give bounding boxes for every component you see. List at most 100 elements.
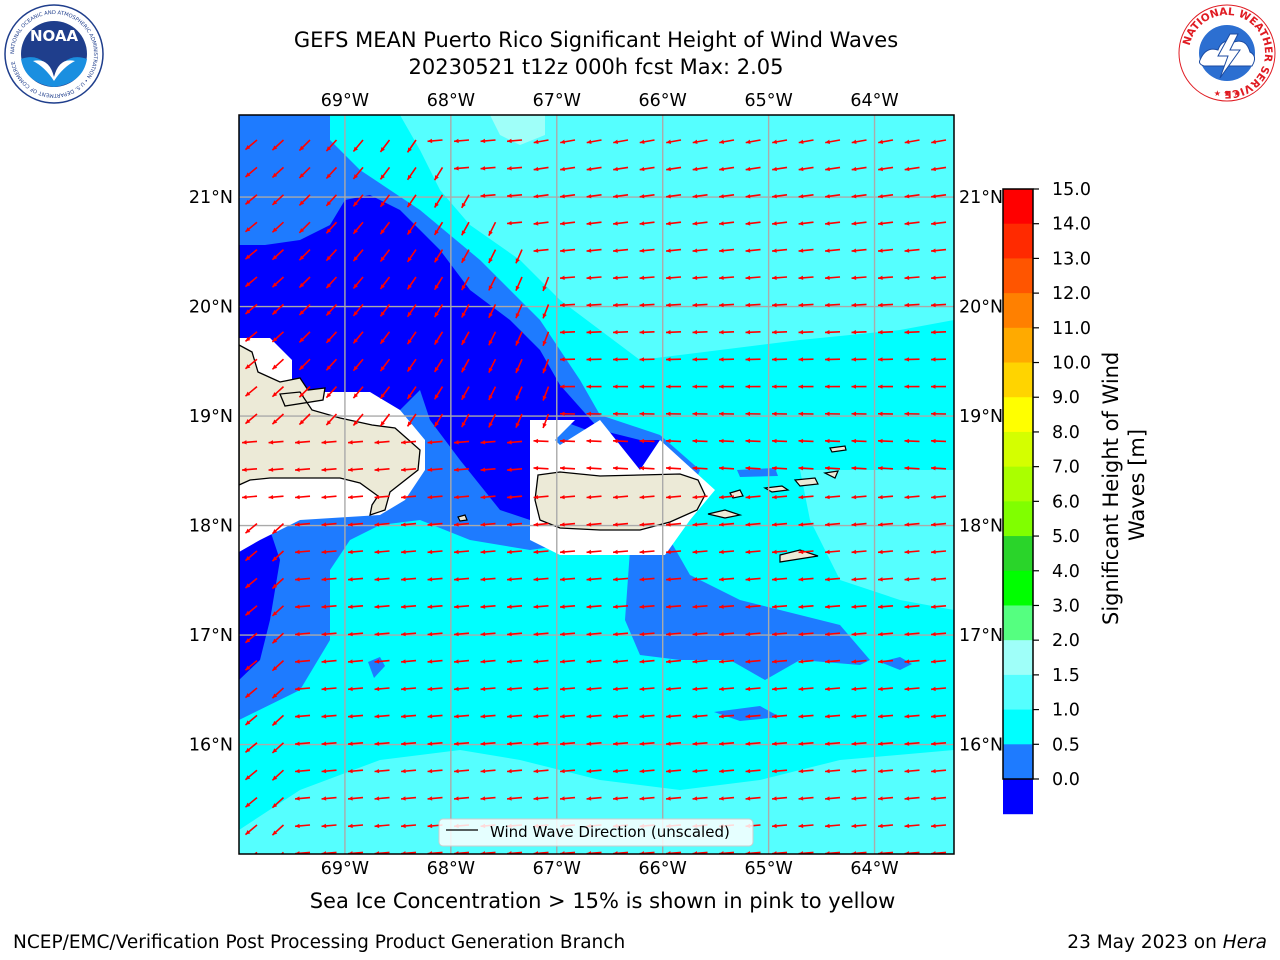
wave-direction-arrow — [692, 221, 708, 226]
wave-direction-arrow — [904, 139, 920, 144]
wave-direction-arrow — [488, 413, 497, 428]
wave-direction-arrow — [771, 577, 788, 582]
wave-direction-arrow — [379, 358, 391, 372]
wave-direction-arrow — [666, 139, 682, 144]
wave-direction-arrow — [612, 494, 629, 500]
colorbar-swatch — [1003, 397, 1033, 433]
wave-direction-arrow — [931, 194, 947, 199]
wave-direction-arrow — [400, 659, 417, 664]
wave-direction-arrow — [325, 221, 338, 234]
lon-tick-label-bottom: 64°W — [850, 859, 898, 879]
wave-direction-arrow — [241, 467, 258, 472]
wave-direction-arrow — [294, 686, 311, 692]
wave-direction-arrow — [798, 604, 814, 609]
wave-direction-arrow — [244, 769, 258, 781]
colorbar-swatch — [1003, 466, 1033, 502]
map-legend: Wind Wave Direction (unscaled) — [438, 818, 754, 847]
wave-direction-arrow — [851, 522, 867, 527]
legend-label: Wind Wave Direction (unscaled) — [490, 823, 730, 841]
colorbar-tick-label: 6.0 — [1052, 492, 1080, 512]
wave-direction-arrow — [692, 139, 708, 144]
wave-direction-arrow — [745, 741, 761, 746]
wave-direction-arrow — [878, 166, 894, 172]
wave-direction-arrow — [325, 139, 338, 152]
wave-direction-arrow — [771, 275, 788, 280]
wave-direction-arrow — [692, 466, 708, 471]
colorbar-label-line2: Waves [m] — [1125, 429, 1149, 541]
wave-direction-arrow — [612, 631, 629, 637]
wave-direction-arrow — [480, 686, 496, 692]
wave-direction-arrow — [904, 411, 920, 416]
wave-direction-arrow — [294, 467, 311, 472]
wave-direction-arrow — [904, 384, 920, 389]
wave-direction-arrow — [559, 384, 576, 389]
wave-direction-arrow — [374, 577, 390, 582]
wave-direction-arrow — [533, 577, 549, 582]
wave-direction-arrow — [294, 659, 311, 664]
lon-tick-label-top: 65°W — [744, 91, 792, 111]
wave-direction-arrow — [692, 549, 708, 555]
wave-direction-arrow — [639, 357, 655, 362]
wave-direction-arrow — [718, 466, 735, 471]
colorbar-swatch — [1003, 605, 1033, 641]
wave-direction-arrow — [930, 796, 947, 801]
wave-direction-arrow — [374, 467, 390, 472]
wave-direction-arrow — [771, 466, 788, 471]
wave-direction-arrow — [718, 302, 735, 308]
wave-direction-arrow — [930, 248, 947, 253]
wave-direction-arrow — [930, 522, 947, 527]
wave-direction-arrow — [461, 221, 470, 236]
wave-direction-arrow — [824, 384, 841, 389]
wave-direction-arrow — [244, 687, 258, 699]
wave-direction-arrow — [379, 249, 391, 263]
wave-direction-arrow — [298, 303, 311, 316]
colorbar-tick-label: 9.0 — [1052, 388, 1080, 408]
wave-direction-arrow — [904, 330, 920, 335]
colorbar-tick-label: 1.5 — [1052, 666, 1080, 686]
wave-direction-arrow — [294, 522, 311, 527]
wave-direction-arrow — [271, 769, 285, 781]
wave-direction-arrow — [745, 275, 761, 280]
wave-direction-arrow — [374, 768, 390, 774]
wave-direction-arrow — [798, 686, 814, 692]
wave-direction-arrow — [347, 494, 364, 500]
wave-direction-arrow — [718, 494, 735, 500]
wave-direction-arrow — [613, 166, 629, 172]
wave-direction-arrow — [877, 659, 894, 664]
wave-direction-arrow — [271, 331, 285, 343]
wave-direction-arrow — [379, 221, 391, 235]
wave-direction-arrow — [533, 604, 549, 609]
wave-direction-arrow — [321, 494, 337, 500]
wave-direction-arrow — [453, 741, 470, 746]
wave-direction-arrow — [374, 604, 390, 609]
wave-direction-arrow — [587, 879, 602, 883]
wave-direction-arrow — [851, 275, 867, 280]
wave-direction-arrow — [433, 303, 444, 318]
wave-direction-arrow — [559, 330, 576, 335]
wave-direction-arrow — [506, 467, 523, 472]
wave-direction-arrow — [877, 577, 894, 582]
wave-direction-arrow — [877, 604, 894, 609]
wave-direction-arrow — [294, 549, 311, 555]
wave-direction-arrow — [271, 358, 285, 370]
wave-direction-arrow — [665, 686, 682, 692]
lat-tick-label-right: 21°N — [959, 188, 1003, 208]
wave-direction-arrow — [533, 549, 549, 555]
wave-direction-arrow — [851, 604, 867, 609]
wave-direction-arrow — [374, 823, 390, 829]
wave-direction-arrow — [771, 302, 788, 308]
wave-direction-arrow — [427, 686, 443, 692]
wave-direction-arrow — [298, 249, 311, 261]
noaa-wordmark: NOAA — [30, 27, 79, 45]
wave-direction-arrow — [271, 824, 285, 836]
wave-direction-arrow — [352, 358, 364, 372]
wave-direction-arrow — [453, 166, 470, 171]
wave-direction-arrow — [665, 549, 682, 555]
wave-direction-arrow — [271, 386, 285, 398]
wave-direction-arrow — [298, 139, 311, 152]
wave-direction-arrow — [877, 768, 894, 774]
wave-direction-arrow — [639, 466, 655, 471]
wave-direction-arrow — [294, 741, 311, 746]
hispaniola — [239, 344, 421, 516]
wave-direction-arrow — [692, 166, 708, 172]
